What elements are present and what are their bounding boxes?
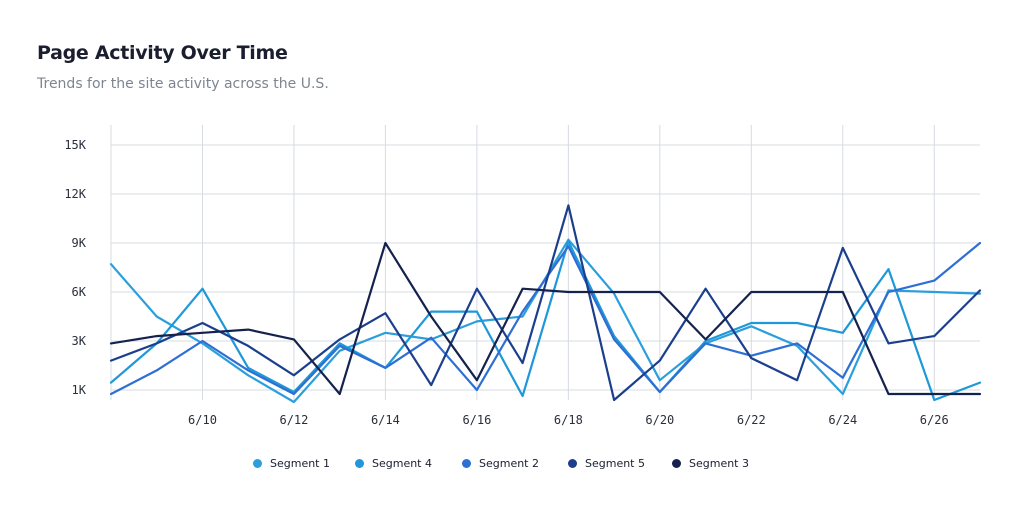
legend-dot-icon: [672, 459, 681, 468]
legend-dot-icon: [568, 459, 577, 468]
legend-label: Segment 5: [585, 457, 645, 470]
legend-item-segment-4[interactable]: Segment 4: [355, 457, 432, 470]
legend-label: Segment 3: [689, 457, 749, 470]
legend-label: Segment 4: [372, 457, 432, 470]
legend-item-segment-1[interactable]: Segment 1: [253, 457, 330, 470]
chart-subtitle: Trends for the site activity across the …: [37, 76, 329, 92]
x-tick-label: 6/10: [188, 413, 217, 427]
x-tick-label: 6/18: [554, 413, 583, 427]
y-tick-label: 12K: [64, 187, 86, 201]
legend-dot-icon: [253, 459, 262, 468]
legend-item-segment-3[interactable]: Segment 3: [672, 457, 749, 470]
series-line-segment-2: [109, 241, 982, 396]
x-tick-label: 6/20: [645, 413, 674, 427]
x-tick-label: 6/14: [371, 413, 400, 427]
x-tick-label: 6/12: [279, 413, 308, 427]
legend-label: Segment 1: [270, 457, 330, 470]
y-axis-ticks: 1K 3K 6K 9K 12K 15K: [64, 138, 86, 397]
legend-dot-icon: [462, 459, 471, 468]
x-tick-label: 6/26: [920, 413, 949, 427]
y-tick-label: 9K: [72, 236, 87, 250]
legend-item-segment-2[interactable]: Segment 2: [462, 457, 539, 470]
y-tick-label: 1K: [72, 383, 87, 397]
y-tick-label: 6K: [72, 285, 87, 299]
series-line-segment-3: [109, 241, 982, 396]
x-axis-ticks: 6/10 6/12 6/14 6/16 6/18 6/20 6/22 6/24 6/26: [188, 413, 949, 427]
series-line-segment-4: [109, 240, 982, 402]
series-line-segment-5: [109, 204, 982, 402]
legend-dot-icon: [355, 459, 364, 468]
x-tick-label: 6/24: [828, 413, 857, 427]
legend-item-segment-5[interactable]: Segment 5: [568, 457, 645, 470]
chart-legend: Segment 1 Segment 4 Segment 2 Segment 5 Segm…: [0, 457, 1024, 477]
y-tick-label: 15K: [64, 138, 86, 152]
legend-label: Segment 2: [479, 457, 539, 470]
x-tick-label: 6/22: [737, 413, 766, 427]
y-tick-label: 3K: [72, 334, 87, 348]
grid-lines: [110, 125, 980, 400]
series-lines: [109, 204, 982, 404]
x-tick-label: 6/16: [462, 413, 491, 427]
chart-title: Page Activity Over Time: [37, 42, 288, 64]
